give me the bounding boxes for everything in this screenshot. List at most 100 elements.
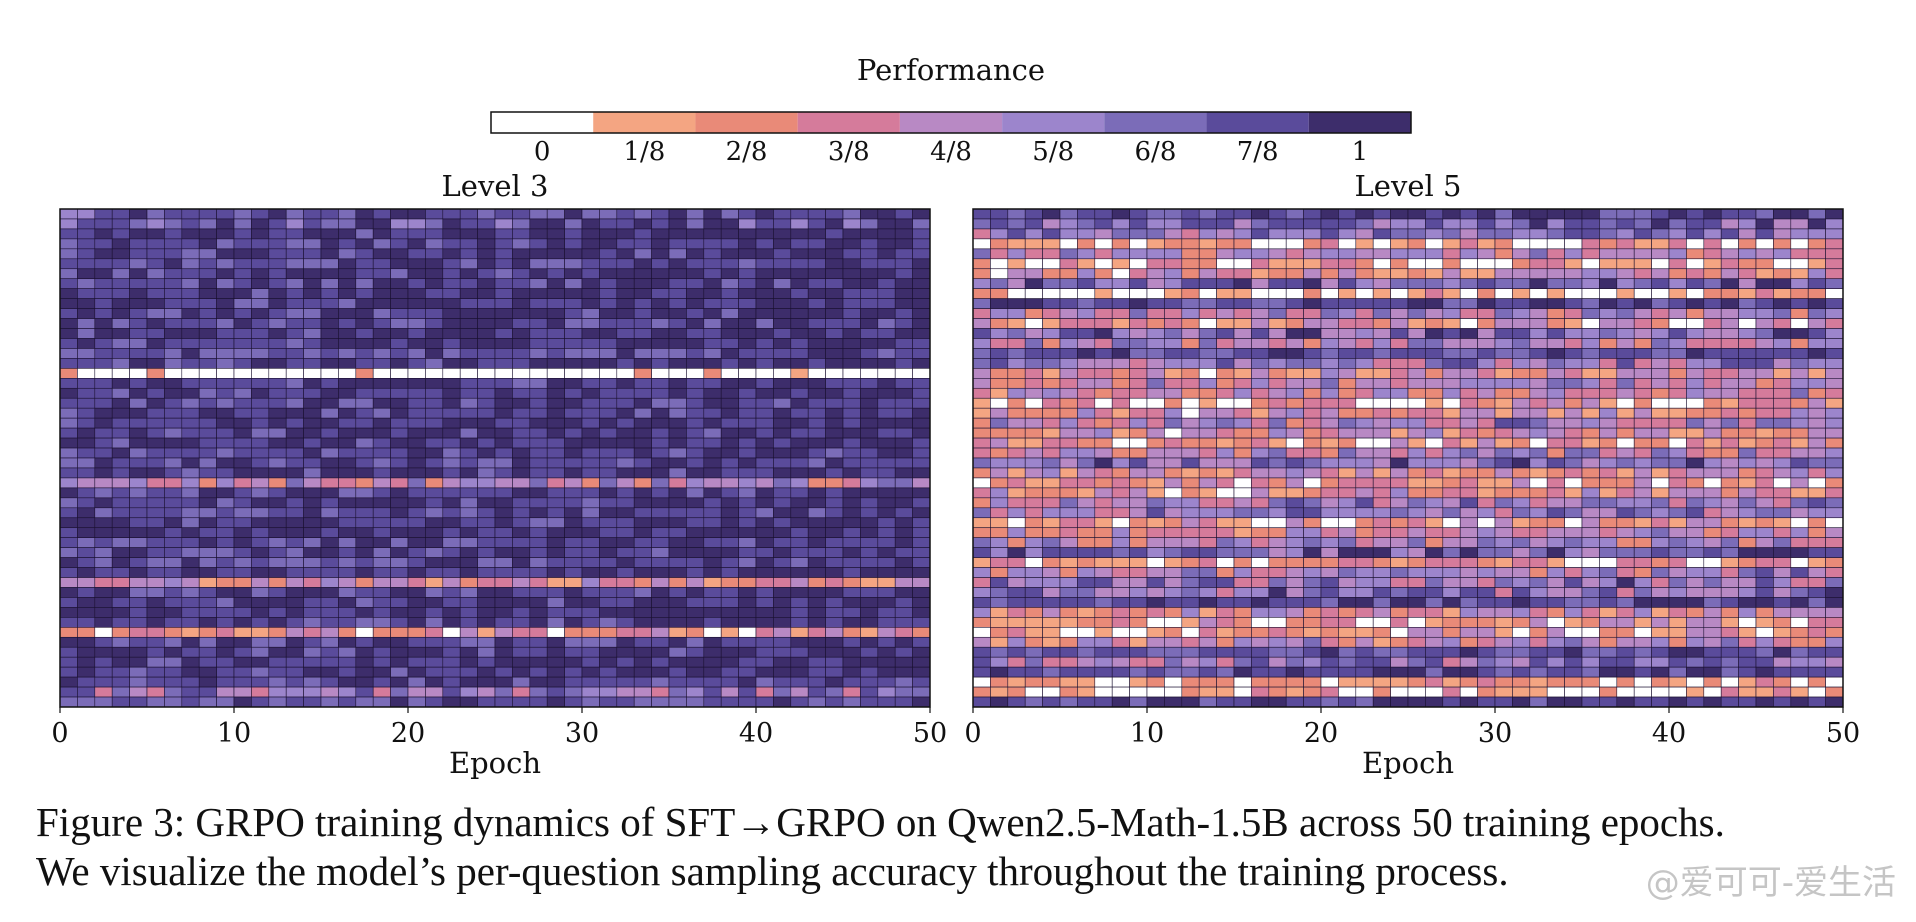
heatmap-cell — [1216, 517, 1235, 529]
heatmap-cell — [738, 218, 757, 230]
heatmap-cell — [912, 636, 931, 648]
heatmap-cell — [1407, 557, 1426, 568]
heatmap-cell — [860, 447, 879, 459]
heatmap-cell — [668, 427, 687, 439]
heatmap-cell — [59, 537, 78, 548]
heatmap-cell — [651, 517, 670, 529]
heatmap-cell — [686, 627, 705, 638]
heatmap-cell — [164, 238, 183, 250]
heatmap-cell — [390, 686, 409, 698]
heatmap-cell — [216, 467, 235, 479]
heatmap-cell — [1198, 587, 1217, 598]
heatmap-cell — [198, 557, 217, 568]
heatmap-cell — [111, 318, 130, 329]
heatmap-cell — [285, 447, 304, 459]
heatmap-cell — [1042, 288, 1061, 299]
heatmap-cell — [807, 597, 826, 608]
heatmap-cell — [990, 348, 1009, 359]
heatmap-cell — [1459, 328, 1478, 339]
heatmap-cell — [1477, 587, 1496, 598]
heatmap-cell — [616, 397, 635, 409]
heatmap-cell — [738, 447, 757, 459]
heatmap-cell — [703, 517, 722, 529]
heatmap-cell — [1216, 308, 1235, 319]
heatmap-cell — [720, 368, 739, 379]
heatmap-cell — [355, 407, 374, 419]
heatmap-cell — [1477, 248, 1496, 260]
heatmap-cell — [1494, 656, 1513, 668]
heatmap-cell — [1512, 487, 1531, 499]
heatmap-cell — [1146, 507, 1165, 519]
heatmap-cell — [686, 577, 705, 588]
heatmap-cell — [1825, 617, 1844, 628]
heatmap-cell — [1059, 507, 1078, 519]
heatmap-cell — [1720, 557, 1739, 568]
heatmap-cell — [1111, 617, 1130, 628]
heatmap-cell — [268, 387, 287, 399]
heatmap-cell — [1111, 368, 1130, 379]
heatmap-cell — [1616, 527, 1635, 538]
heatmap-cell — [1633, 208, 1652, 220]
heatmap-cell — [1773, 378, 1792, 389]
heatmap-cell — [1251, 666, 1270, 678]
heatmap-cell — [1720, 437, 1739, 449]
heatmap-cell — [842, 467, 861, 479]
heatmap-cell — [1529, 298, 1548, 309]
heatmap-cell — [111, 348, 130, 359]
heatmap-cell — [1755, 308, 1774, 319]
heatmap-cell — [1686, 437, 1705, 449]
heatmap-cell — [651, 308, 670, 319]
heatmap-cell — [755, 666, 774, 678]
heatmap-cell — [1738, 348, 1757, 359]
heatmap-cell — [1094, 258, 1113, 270]
heatmap-cell — [407, 587, 426, 598]
heatmap-cell — [390, 208, 409, 220]
heatmap-cell — [1599, 636, 1618, 648]
heatmap-cell — [972, 238, 991, 250]
heatmap-cell — [164, 497, 183, 509]
heatmap-cell — [1164, 328, 1183, 339]
heatmap-cell — [1268, 328, 1287, 339]
heatmap-cell — [1181, 387, 1200, 399]
heatmap-cell — [1703, 318, 1722, 329]
heatmap-cell — [1198, 507, 1217, 519]
heatmap-cell — [1042, 387, 1061, 399]
heatmap-cell — [1007, 208, 1026, 220]
heatmap-cell — [1459, 656, 1478, 668]
heatmap-cell — [1512, 646, 1531, 658]
heatmap-cell — [303, 507, 322, 519]
heatmap-cell — [912, 427, 931, 439]
heatmap-cell — [1251, 527, 1270, 538]
heatmap-cell — [494, 358, 513, 369]
heatmap-cell — [442, 517, 461, 529]
heatmap-cell — [1251, 298, 1270, 309]
heatmap-cell — [703, 537, 722, 548]
heatmap-cell — [703, 507, 722, 519]
heatmap-cell — [1077, 517, 1096, 529]
heatmap-cell — [633, 308, 652, 319]
heatmap-cell — [129, 308, 148, 319]
heatmap-cell — [877, 238, 896, 250]
heatmap-cell — [285, 636, 304, 648]
heatmap-cell — [477, 666, 496, 678]
heatmap-cell — [1077, 288, 1096, 299]
heatmap-cell — [1755, 607, 1774, 618]
heatmap-cell — [599, 627, 618, 638]
heatmap-cell — [894, 577, 913, 588]
heatmap-cell — [111, 268, 130, 280]
heatmap-cell — [703, 686, 722, 698]
heatmap-cell — [529, 437, 548, 449]
heatmap-cell — [1251, 387, 1270, 399]
heatmap-cell — [181, 248, 200, 260]
heatmap-cell — [1564, 427, 1583, 439]
heatmap-cell — [860, 487, 879, 499]
heatmap-cell — [459, 607, 478, 618]
heatmap-cell — [1529, 607, 1548, 618]
heatmap-cell — [1285, 457, 1304, 469]
heatmap-cell — [1007, 308, 1026, 319]
heatmap-cell — [1407, 238, 1426, 250]
heatmap-cell — [564, 507, 583, 519]
heatmap-cell — [529, 298, 548, 309]
heatmap-cell — [912, 477, 931, 489]
heatmap-cell — [1425, 547, 1444, 558]
